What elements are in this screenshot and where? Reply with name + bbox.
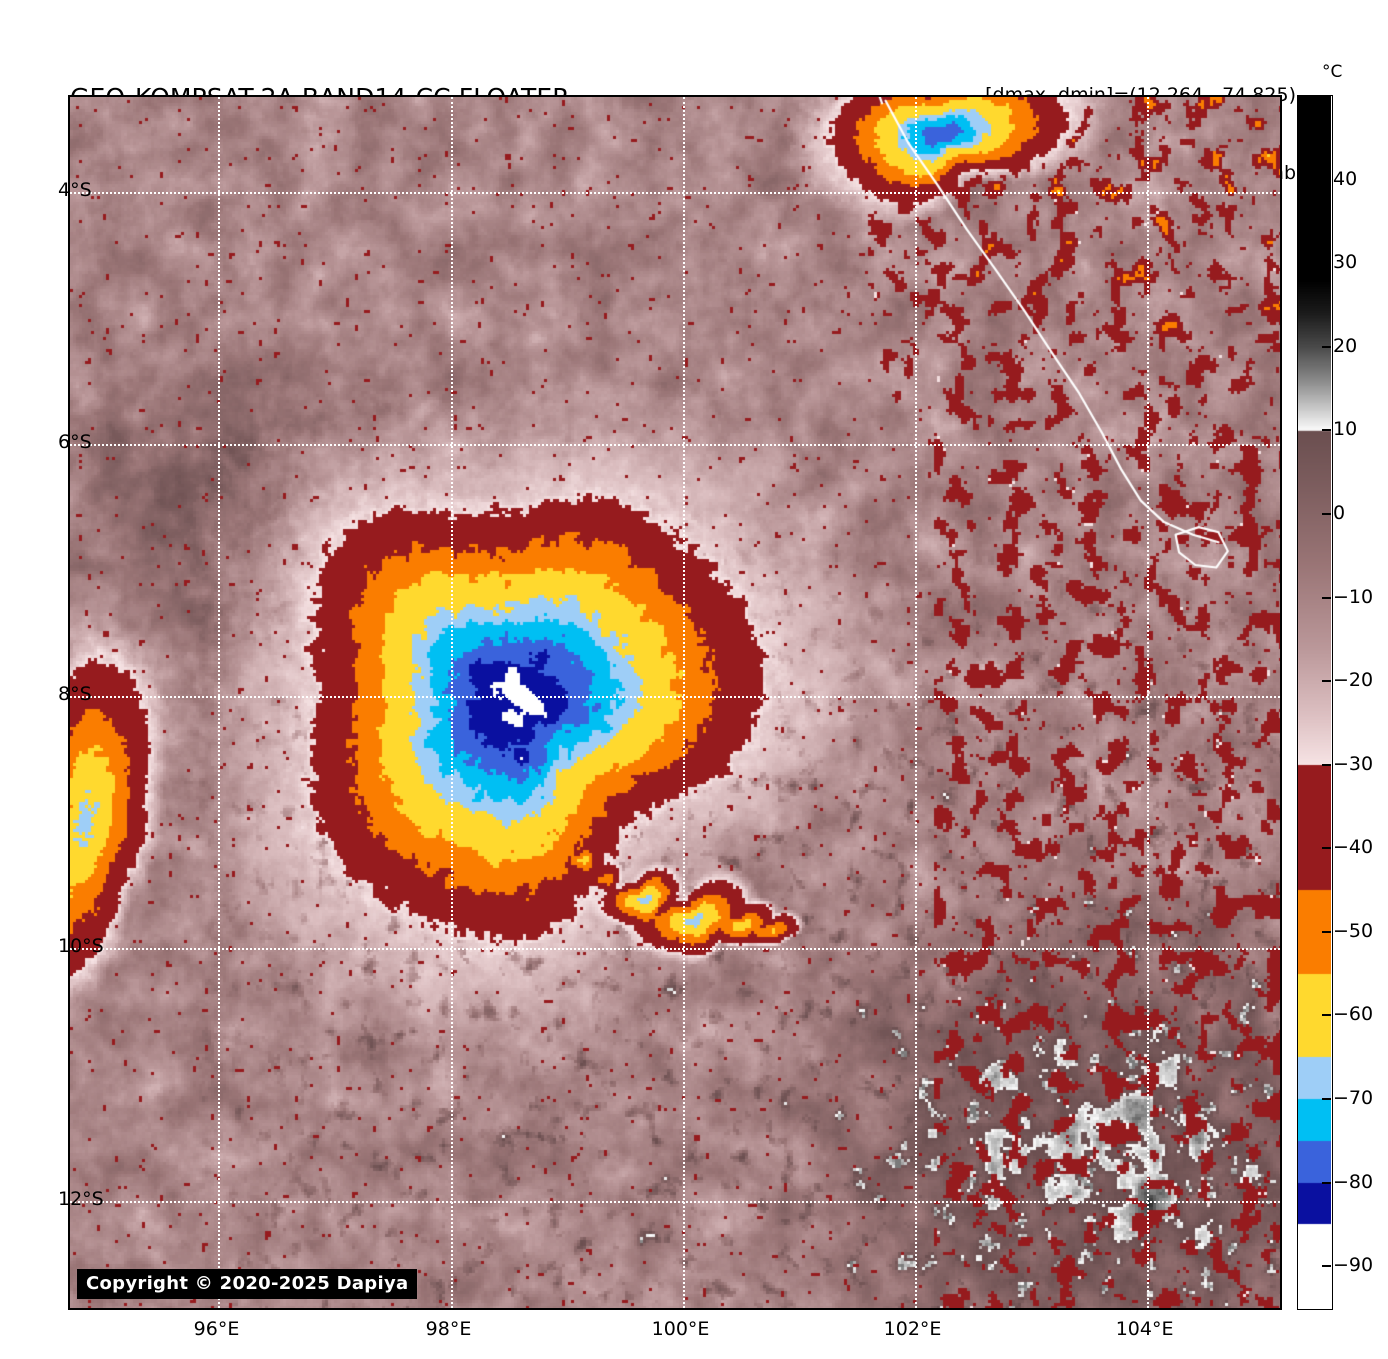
colorbar-tick-label: −30 [1322,753,1373,775]
colorbar-tick-label: −80 [1322,1171,1373,1193]
colorbar-tick-label: −70 [1322,1087,1373,1109]
x-axis-tick-label: 98°E [425,1318,472,1340]
colorbar-tick-mark [1322,847,1331,850]
x-axis-tick-label: 102°E [883,1318,942,1340]
colorbar-tick-mark [1322,1098,1331,1101]
colorbar-tick-label: −20 [1322,669,1373,691]
colorbar-tick-label: −10 [1322,586,1373,608]
colorbar-gradient [1298,96,1331,1308]
x-axis-tick-label: 104°E [1115,1318,1174,1340]
temperature-colorbar[interactable] [1297,95,1333,1310]
colorbar-unit-label: °C [1322,62,1343,82]
colorbar-tick-mark [1322,680,1331,683]
colorbar-tick-label: −90 [1322,1254,1373,1276]
colorbar-tick-mark [1322,1181,1331,1184]
x-axis-tick-label: 100°E [651,1318,710,1340]
satellite-image-panel[interactable]: Copyright © 2020-2025 Dapiya [68,95,1282,1310]
colorbar-tick-label: −60 [1322,1003,1373,1025]
colorbar-tick-mark [1322,930,1331,933]
colorbar-tick-label: −40 [1322,836,1373,858]
copyright-watermark: Copyright © 2020-2025 Dapiya [77,1269,418,1299]
colorbar-tick-mark [1322,763,1331,766]
colorbar-tick-mark [1322,512,1331,515]
colorbar-tick-label: 30 [1322,251,1357,273]
colorbar-tick-label: −50 [1322,920,1373,942]
colorbar-tick-mark [1322,262,1331,265]
colorbar-tick-label: 20 [1322,335,1357,357]
colorbar-tick-label: 0 [1322,502,1345,524]
x-axis-tick-label: 96°E [193,1318,240,1340]
colorbar-tick-mark [1322,1014,1331,1017]
colorbar-tick-mark [1322,345,1331,348]
colorbar-tick-mark [1322,1265,1331,1268]
colorbar-tick-mark [1322,429,1331,432]
infrared-brightness-temperature-map [70,97,1280,1308]
colorbar-tick-mark [1322,596,1331,599]
colorbar-tick-label: 10 [1322,418,1357,440]
colorbar-tick-label: 40 [1322,168,1357,190]
colorbar-tick-mark [1322,178,1331,181]
